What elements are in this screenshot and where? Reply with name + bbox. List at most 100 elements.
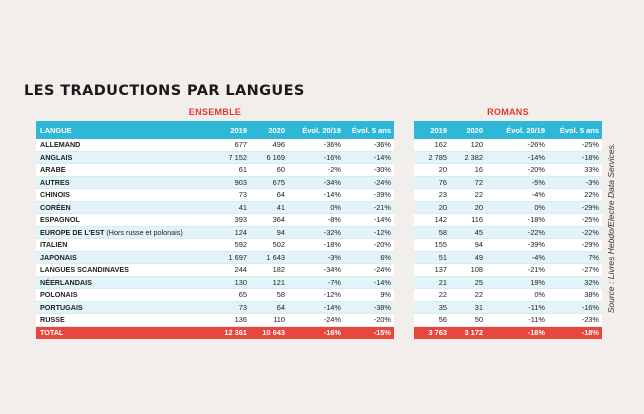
total-cell-y2019: 12 361 (206, 326, 250, 339)
table-row: RUSSE 136 110 -24% -20% (36, 313, 394, 327)
value-cell-y2019: 244 (206, 263, 250, 277)
value-cell-evol5: -27% (548, 263, 602, 277)
col-header-2019: 2019 (414, 121, 450, 139)
table-row: POLONAIS 65 58 -12% 9% (36, 288, 394, 302)
total-cell-y2020: 10 643 (250, 326, 288, 339)
language-name: CHINOIS (40, 190, 70, 199)
language-name: ANGLAIS (40, 152, 73, 162)
language-name: LANGUES SCANDINAVES (40, 265, 129, 274)
value-cell-y2019: 155 (414, 238, 450, 252)
value-cell-y2020: 64 (250, 188, 288, 202)
table-row: ITALIEN 592 502 -18% -20% (36, 238, 394, 252)
value-cell-y2020: 58 (250, 288, 288, 302)
value-cell-y2019: 136 (206, 313, 250, 327)
table-row: 58 45 -22% -22% (414, 226, 602, 239)
value-cell-y2020: 116 (450, 213, 486, 227)
value-cell-evol: -34% (288, 176, 344, 189)
value-cell-y2019: 137 (414, 263, 450, 277)
table-row: 20 20 0% -29% (414, 201, 602, 214)
value-cell-y2019: 1 697 (206, 251, 250, 264)
value-cell-evol5: -29% (548, 238, 602, 252)
value-cell-y2020: 25 (450, 276, 486, 289)
language-cell: ITALIEN (36, 238, 206, 252)
table-row: 22 22 0% 38% (414, 288, 602, 302)
value-cell-evol5: -14% (344, 276, 394, 289)
table-row: 56 50 -11% -23% (414, 313, 602, 327)
value-cell-y2019: 76 (414, 176, 450, 189)
language-name: ESPAGNOL (40, 215, 80, 224)
language-note: (Hors russe et polonais) (104, 227, 183, 237)
total-cell-y2020: 3 172 (450, 326, 486, 339)
value-cell-y2020: 121 (250, 276, 288, 289)
table-row: CHINOIS 73 64 -14% -39% (36, 188, 394, 202)
table-row: CORÉEN 41 41 0% -21% (36, 201, 394, 214)
value-cell-evol5: 22% (548, 188, 602, 202)
romans-table: 2019 2020 Évol. 20/19 Évol. 5 ans 162 120… (414, 121, 602, 339)
language-cell: CORÉEN (36, 201, 206, 214)
value-cell-y2019: 162 (414, 139, 450, 152)
value-cell-y2020: 49 (450, 251, 486, 264)
value-cell-evol5: -38% (344, 301, 394, 314)
value-cell-y2020: 120 (450, 139, 486, 152)
value-cell-y2019: 124 (206, 226, 250, 239)
total-cell-evol: -16% (486, 326, 548, 339)
value-cell-evol: -4% (486, 251, 548, 264)
value-cell-y2020: 2 382 (450, 151, 486, 164)
value-cell-y2020: 364 (250, 213, 288, 227)
value-cell-evol5: -25% (548, 139, 602, 152)
value-cell-evol5: 38% (548, 288, 602, 302)
col-header-evol-5-ans: Évol. 5 ans (548, 121, 602, 139)
ensemble-table: LANGUE 2019 2020 Évol. 20/19 Évol. 5 ans… (36, 121, 394, 339)
value-cell-y2020: 6 169 (250, 151, 288, 164)
value-cell-evol5: 7% (548, 251, 602, 264)
value-cell-y2020: 502 (250, 238, 288, 252)
value-cell-evol5: -36% (344, 139, 394, 152)
value-cell-y2019: 35 (414, 301, 450, 314)
value-cell-y2020: 1 643 (250, 251, 288, 264)
col-header-evol-20-19: Évol. 20/19 (288, 121, 344, 139)
value-cell-evol: -14% (288, 301, 344, 314)
language-name: PORTUGAIS (40, 302, 83, 312)
value-cell-evol5: -24% (344, 263, 394, 277)
value-cell-evol: -4% (486, 188, 548, 202)
value-cell-y2019: 393 (206, 213, 250, 227)
value-cell-y2019: 677 (206, 139, 250, 152)
table-row: ESPAGNOL 393 364 -8% -14% (36, 213, 394, 227)
table-row: 20 16 -20% 33% (414, 163, 602, 177)
table-row: 162 120 -26% -25% (414, 139, 602, 152)
ensemble-heading: ENSEMBLE (188, 107, 242, 117)
romans-table-block: ROMANS 2019 2020 Évol. 20/19 Évol. 5 ans… (414, 104, 602, 339)
language-cell: NÉERLANDAIS (36, 276, 206, 289)
table-row: PORTUGAIS 73 64 -14% -38% (36, 301, 394, 314)
language-cell: JAPONAIS (36, 251, 206, 264)
language-name: ALLEMAND (40, 140, 81, 149)
value-cell-evol: -16% (288, 151, 344, 164)
table-row: 2 785 2 382 -14% -18% (414, 151, 602, 164)
value-cell-y2020: 22 (450, 188, 486, 202)
value-cell-evol: 19% (486, 276, 548, 289)
col-header-2020: 2020 (450, 121, 486, 139)
total-cell-evol5: -15% (344, 326, 394, 339)
table-row: NÉERLANDAIS 130 121 -7% -14% (36, 276, 394, 289)
value-cell-y2019: 73 (206, 301, 250, 314)
source-note: Source : Livres Hebdo/Electre Data Servi… (606, 142, 616, 314)
total-cell-evol: -16% (288, 326, 344, 339)
ensemble-table-block: ENSEMBLE LANGUE 2019 2020 Évol. 20/19 Év… (36, 104, 394, 339)
col-header-evol-20-19: Évol. 20/19 (486, 121, 548, 139)
romans-heading: ROMANS (487, 107, 529, 117)
language-cell: LANGUES SCANDINAVES (36, 263, 206, 277)
value-cell-evol5: -24% (344, 176, 394, 189)
value-cell-evol5: 6% (344, 251, 394, 264)
table-row: 23 22 -4% 22% (414, 188, 602, 202)
value-cell-y2019: 22 (414, 288, 450, 302)
value-cell-evol: -7% (288, 276, 344, 289)
value-cell-evol: -24% (288, 313, 344, 327)
value-cell-evol: 0% (486, 288, 548, 302)
value-cell-evol5: -21% (344, 201, 394, 214)
value-cell-y2020: 20 (450, 201, 486, 214)
value-cell-evol: -3% (288, 251, 344, 264)
table-row: ALLEMAND 677 496 -36% -36% (36, 139, 394, 152)
value-cell-evol: -5% (486, 176, 548, 189)
value-cell-evol5: -30% (344, 163, 394, 177)
language-cell: RUSSE (36, 313, 206, 327)
